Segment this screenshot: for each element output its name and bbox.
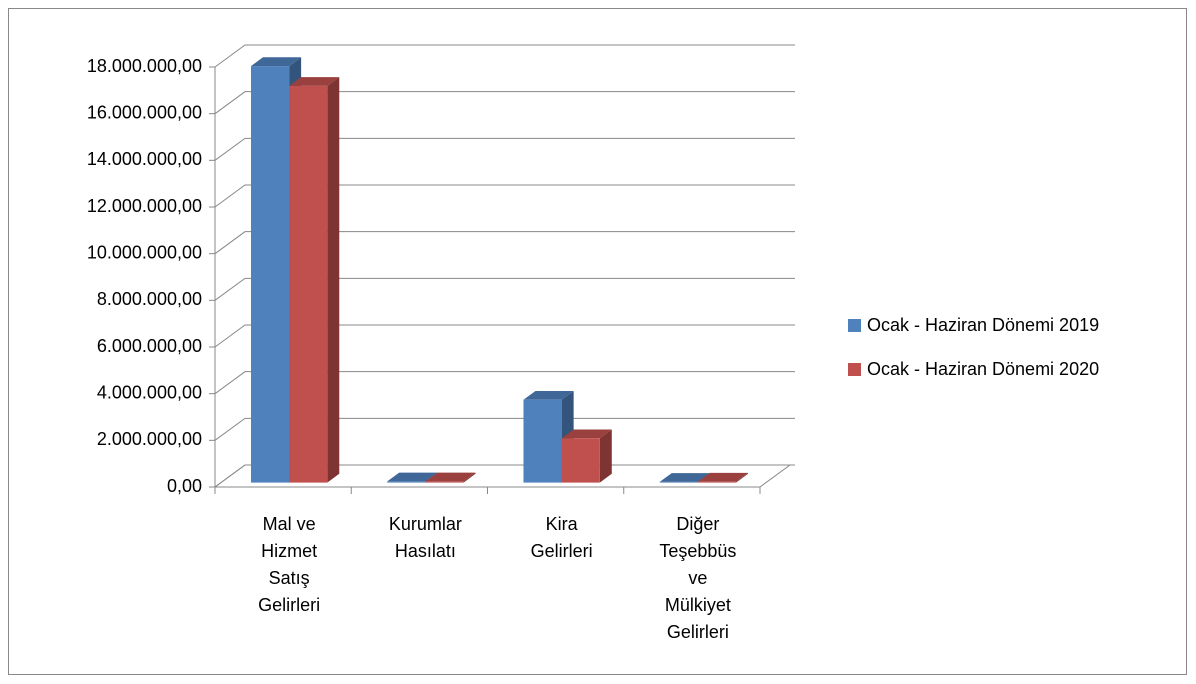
bar — [561, 429, 612, 483]
bar-top — [425, 472, 476, 482]
bar-side — [327, 77, 340, 483]
x-label-box: Diğer Teşebbüs ve Mülkiyet Gelirleri — [659, 514, 737, 642]
bar-top — [659, 473, 710, 482]
legend-swatch — [848, 319, 861, 332]
x-label-box: Kurumlar Hasılatı — [388, 514, 462, 561]
x-tick-label: Kira Gelirleri — [530, 514, 593, 561]
bar-front — [289, 85, 328, 483]
bar-top — [697, 472, 749, 482]
bar-side — [599, 429, 612, 483]
bar — [289, 77, 340, 483]
grid-line — [214, 324, 795, 348]
y-tick-label: 18.000.000,00 — [87, 56, 202, 76]
grid-line — [214, 44, 795, 68]
y-tick-label: 14.000.000,00 — [87, 149, 202, 169]
bar-top — [561, 429, 612, 439]
legend-label: Ocak - Haziran Dönemi 2020 — [867, 359, 1099, 379]
bar-top — [250, 57, 302, 67]
legend-swatch — [848, 363, 861, 376]
bar-front — [425, 481, 464, 483]
y-tick-label: 10.000.000,00 — [87, 242, 202, 262]
grid-line — [214, 184, 795, 208]
y-tick-label: 0,00 — [167, 476, 202, 496]
bar-side — [736, 472, 749, 483]
bar-front — [561, 438, 600, 483]
grid-line — [214, 277, 795, 301]
x-label-box: Mal ve Hizmet Satış Gelirleri — [258, 514, 321, 615]
y-tick-label: 12.000.000,00 — [87, 196, 202, 216]
y-tick-label: 16.000.000,00 — [87, 102, 202, 122]
bar-front — [523, 399, 562, 483]
x-tick-label: Diğer Teşebbüs ve Mülkiyet Gelirleri — [659, 514, 737, 642]
x-label-box: Kira Gelirleri — [530, 514, 593, 561]
grid-line — [214, 231, 795, 255]
bar-top — [289, 77, 340, 86]
grid-line — [214, 137, 795, 161]
bar-front — [387, 481, 426, 483]
bar — [697, 472, 749, 483]
grid-line — [214, 91, 795, 115]
bar-top — [387, 472, 438, 482]
x-tick-label: Kurumlar Hasılatı — [388, 514, 462, 561]
y-tick-label: 8.000.000,00 — [97, 289, 202, 309]
y-tick-label: 2.000.000,00 — [97, 429, 202, 449]
chart-frame — [8, 8, 1187, 675]
y-tick-label: 6.000.000,00 — [97, 336, 202, 356]
bar-front — [250, 66, 290, 483]
grid-line — [214, 417, 795, 441]
grid-line — [214, 371, 795, 395]
bar-top — [523, 390, 574, 400]
x-tick-label: Mal ve Hizmet Satış Gelirleri — [258, 514, 321, 615]
y-tick-label: 4.000.000,00 — [97, 382, 202, 402]
bar-side — [463, 472, 476, 483]
legend-label: Ocak - Haziran Dönemi 2019 — [867, 315, 1099, 335]
bar — [425, 472, 476, 483]
bar-front — [659, 481, 698, 483]
bar-front — [697, 481, 737, 483]
